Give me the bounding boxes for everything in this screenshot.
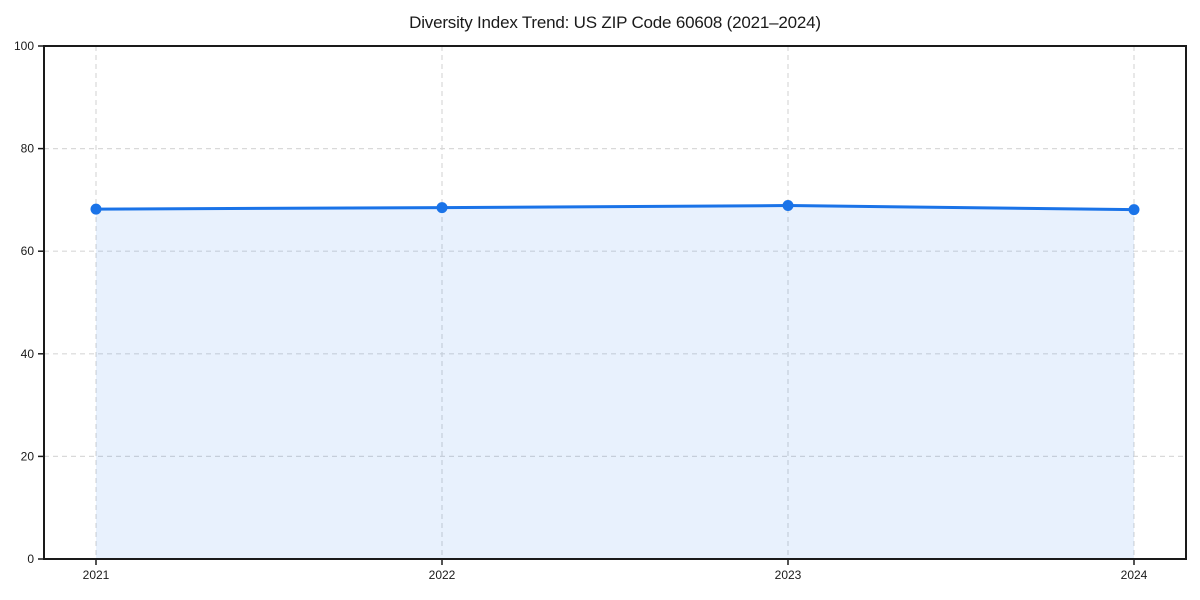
x-tick-label: 2022 [429, 568, 456, 582]
data-points-layer [90, 200, 1140, 216]
data-point-2022 [436, 202, 448, 214]
x-tick-label: 2021 [83, 568, 110, 582]
y-tick-label: 100 [14, 39, 34, 53]
trend-line-layer [94, 204, 1136, 212]
area-fill [96, 205, 1134, 559]
x-tick-label: 2024 [1121, 568, 1148, 582]
y-tick-label: 20 [21, 449, 35, 463]
y-tick-label: 80 [21, 142, 35, 156]
axes-layer: 0 20 40 60 80 100 2021 2022 2023 2024 [14, 39, 1187, 582]
data-point-2023 [782, 200, 794, 212]
x-tick-label: 2023 [775, 568, 802, 582]
data-point-2021 [90, 203, 102, 215]
y-tick-label: 60 [21, 244, 35, 258]
area-fill-layer [96, 205, 1134, 559]
chart-title: Diversity Index Trend: US ZIP Code 60608… [409, 13, 821, 32]
trend-line [94, 204, 1136, 212]
y-tick-label: 0 [27, 552, 34, 566]
plot-border [43, 45, 1187, 560]
y-tick-label: 40 [21, 347, 35, 361]
data-point-2024 [1128, 204, 1140, 216]
